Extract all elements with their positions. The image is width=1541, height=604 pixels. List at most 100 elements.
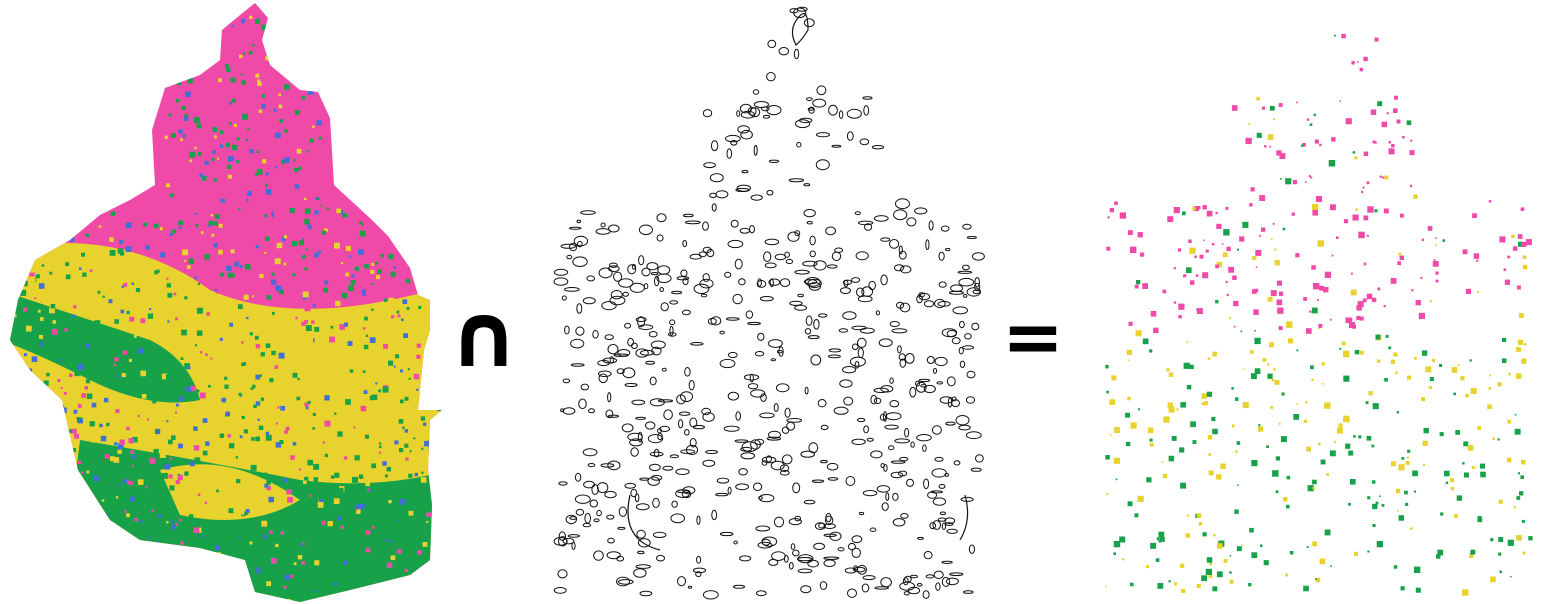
speckle <box>426 521 429 524</box>
outline-shape <box>767 39 777 49</box>
result-speckle <box>1276 150 1282 156</box>
outline-shape <box>600 463 615 468</box>
result-speckle <box>1462 589 1469 596</box>
speckle <box>117 248 124 254</box>
outline-shape <box>616 576 630 587</box>
result-speckle <box>1156 537 1160 541</box>
speckle <box>434 276 441 283</box>
speckle <box>196 123 202 129</box>
result-speckle <box>1113 457 1120 464</box>
outline-shape <box>862 96 873 100</box>
outline-shape <box>917 536 924 540</box>
speckle <box>394 391 397 394</box>
speckle <box>4 336 10 342</box>
outline-shape <box>885 492 890 502</box>
speckle <box>109 537 115 543</box>
speckle <box>439 478 442 484</box>
speckle <box>168 474 173 479</box>
outline-shape <box>792 549 800 557</box>
speckle <box>129 151 133 155</box>
outline-shape <box>945 421 956 426</box>
result-speckle <box>1251 552 1258 559</box>
speckle <box>194 212 197 215</box>
speckle <box>53 521 59 527</box>
result-speckle <box>1258 234 1261 237</box>
speckle <box>126 310 130 315</box>
result-speckle <box>1201 393 1208 399</box>
speckle <box>369 489 373 493</box>
outline-shape <box>899 302 911 313</box>
speckle <box>184 113 189 118</box>
speckle <box>309 138 314 143</box>
speckle <box>277 406 280 409</box>
result-speckle <box>1142 283 1148 289</box>
result-speckle <box>1249 527 1254 533</box>
speckle <box>100 435 107 442</box>
speckle <box>369 16 376 22</box>
speckle <box>20 459 24 463</box>
speckle <box>408 465 414 471</box>
speckle <box>214 545 221 551</box>
speckle <box>358 474 364 479</box>
speckle <box>186 365 191 370</box>
speckle <box>29 272 35 278</box>
result-speckle <box>1499 570 1502 574</box>
speckle <box>10 53 13 58</box>
speckle <box>330 15 334 20</box>
result-speckle <box>1150 542 1157 549</box>
outline-shape <box>804 386 809 395</box>
speckle <box>375 382 378 385</box>
speckle <box>156 269 160 273</box>
result-speckle <box>1306 446 1311 452</box>
speckle <box>166 521 169 524</box>
intersection-operator: ∩ <box>448 284 520 387</box>
speckle <box>421 471 424 474</box>
result-speckle <box>1278 103 1283 107</box>
outline-shape <box>635 503 650 511</box>
outline-shape <box>946 329 957 338</box>
speckle <box>419 35 422 37</box>
result-speckle <box>1504 279 1511 285</box>
speckle <box>164 463 171 470</box>
speckle <box>258 425 264 430</box>
speckle <box>404 396 409 401</box>
speckle <box>362 292 367 296</box>
result-speckle <box>1158 531 1165 538</box>
speckle <box>441 384 442 389</box>
speckle <box>10 26 14 32</box>
speckle <box>70 220 77 227</box>
outline-shape <box>740 129 753 140</box>
speckle <box>343 560 348 565</box>
result-speckle <box>1252 255 1257 261</box>
result-speckle <box>1429 377 1434 382</box>
result-speckle <box>1410 139 1413 142</box>
speckle <box>53 374 57 378</box>
speckle <box>190 593 193 596</box>
outline-shape <box>702 412 715 422</box>
speckle <box>98 225 102 228</box>
speckle <box>339 549 344 554</box>
outline-shape <box>605 409 614 419</box>
speckle <box>201 308 207 314</box>
speckle <box>58 549 62 553</box>
speckle <box>249 149 254 154</box>
speckle <box>13 175 19 181</box>
speckle <box>402 426 405 430</box>
speckle <box>356 509 361 514</box>
speckle <box>81 464 85 468</box>
result-speckle <box>1326 473 1329 476</box>
result-speckle <box>1216 223 1222 229</box>
outline-shape <box>566 254 573 260</box>
speckle <box>239 435 243 439</box>
result-speckle <box>1311 378 1314 381</box>
speckle <box>54 99 59 103</box>
result-speckle <box>1162 473 1168 479</box>
speckle <box>283 294 287 299</box>
outline-shape <box>962 345 975 350</box>
speckle <box>351 25 356 31</box>
speckle <box>312 412 316 416</box>
speckle <box>86 393 93 399</box>
speckle <box>247 190 253 196</box>
outline-shape <box>974 277 981 288</box>
speckle <box>417 550 422 555</box>
